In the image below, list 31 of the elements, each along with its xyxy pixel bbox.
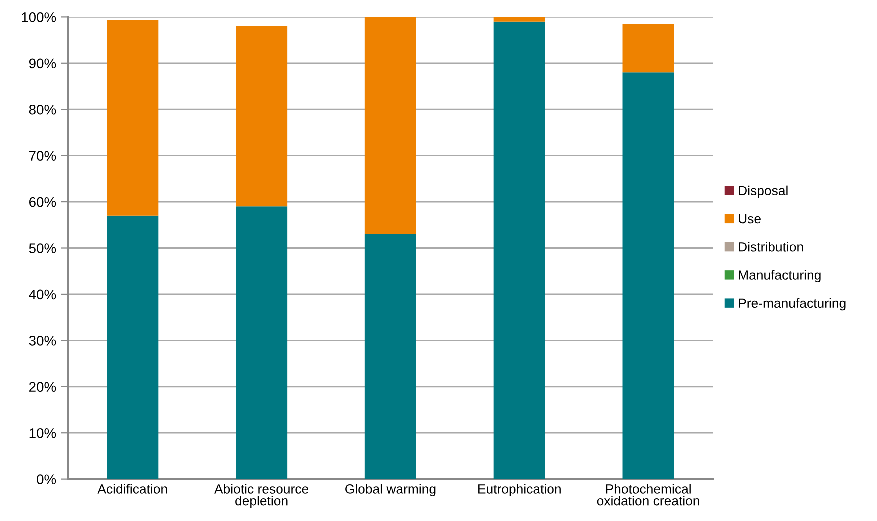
x-tick-label: Eutrophication <box>478 484 561 496</box>
bar <box>107 20 159 216</box>
y-tick-label: 90% <box>29 58 56 69</box>
bar <box>494 17 546 22</box>
bar <box>364 17 416 234</box>
y-tick-label: 70% <box>30 151 56 161</box>
legend-label: Manufacturing <box>739 270 821 283</box>
y-tick-label: 0% <box>37 474 56 484</box>
y-tick-label: 30% <box>29 336 56 346</box>
y-tick-label: 10% <box>30 428 56 438</box>
x-tick-label: Acidification <box>98 484 168 494</box>
bar <box>622 24 674 73</box>
y-tick-label: 50% <box>29 244 56 254</box>
legend-label: Disposal <box>739 186 788 198</box>
x-tick-label: Abiotic resource depletion <box>214 484 308 508</box>
y-tick-label: 20% <box>30 382 56 392</box>
bar <box>236 206 288 480</box>
bar <box>622 72 674 480</box>
bar <box>364 234 416 480</box>
legend-label: Pre-manufacturing <box>739 298 846 311</box>
y-tick-label: 80% <box>29 104 56 115</box>
y-tick-label: 100% <box>22 12 56 22</box>
bar <box>236 26 288 207</box>
x-tick-label: Global warming <box>346 484 436 496</box>
legend-label: Distribution <box>739 242 804 252</box>
bar <box>107 216 159 480</box>
y-tick-label: 40% <box>29 290 56 300</box>
bar <box>494 22 546 480</box>
legend-label: Use <box>739 214 761 224</box>
x-tick-label: Photochemical oxidation creation <box>597 484 700 506</box>
y-tick-label: 60% <box>30 197 56 208</box>
